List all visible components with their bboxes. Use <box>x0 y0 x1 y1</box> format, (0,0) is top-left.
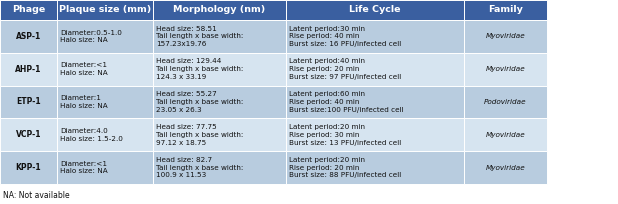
Text: NA: Not available: NA: Not available <box>3 191 70 200</box>
Text: KPP-1: KPP-1 <box>15 163 41 172</box>
Text: ETP-1: ETP-1 <box>16 98 41 106</box>
Text: Head size: 55.27
Tail length x base width:
23.05 x 26.3: Head size: 55.27 Tail length x base widt… <box>156 91 243 113</box>
Text: Head size: 129.44
Tail length x base width:
124.3 x 33.19: Head size: 129.44 Tail length x base wid… <box>156 59 243 80</box>
Text: Head size: 82.7
Tail length x base width:
100.9 x 11.53: Head size: 82.7 Tail length x base width… <box>156 157 243 178</box>
Bar <box>57 118 153 151</box>
Bar <box>464 86 547 118</box>
Bar <box>0 20 57 53</box>
Text: Life Cycle: Life Cycle <box>349 6 400 14</box>
Text: Diameter:<1
Halo size: NA: Diameter:<1 Halo size: NA <box>60 161 108 174</box>
Bar <box>153 86 286 118</box>
Bar <box>57 151 153 184</box>
Bar <box>153 151 286 184</box>
Bar <box>57 86 153 118</box>
Bar <box>286 20 464 53</box>
Bar <box>57 20 153 53</box>
Text: Plaque size (mm): Plaque size (mm) <box>59 6 151 14</box>
Bar <box>57 0 153 20</box>
Text: Myoviridae: Myoviridae <box>485 132 525 138</box>
Text: Head size: 77.75
Tail length x base width:
97.12 x 18.75: Head size: 77.75 Tail length x base widt… <box>156 124 243 145</box>
Bar <box>0 0 57 20</box>
Text: Diameter:<1
Halo size: NA: Diameter:<1 Halo size: NA <box>60 62 108 76</box>
Text: Family: Family <box>488 6 523 14</box>
Text: Phage: Phage <box>12 6 45 14</box>
Bar <box>286 118 464 151</box>
Text: AHP-1: AHP-1 <box>15 65 41 74</box>
Bar <box>464 151 547 184</box>
Bar <box>286 86 464 118</box>
Bar <box>0 86 57 118</box>
Bar <box>153 118 286 151</box>
Text: Latent period:30 min
Rise period: 40 min
Burst size: 16 PFU/infected cell: Latent period:30 min Rise period: 40 min… <box>289 26 400 47</box>
Bar <box>153 20 286 53</box>
Text: Head size: 58.51
Tail length x base width:
157.23x19.76: Head size: 58.51 Tail length x base widt… <box>156 26 243 47</box>
Bar <box>286 53 464 86</box>
Text: Latent period:40 min
Rise period: 20 min
Burst size: 97 PFU/infected cell: Latent period:40 min Rise period: 20 min… <box>289 59 400 80</box>
Bar <box>57 53 153 86</box>
Bar <box>464 118 547 151</box>
Text: Latent period:20 min
Rise period: 30 min
Burst size: 13 PFU/infected cell: Latent period:20 min Rise period: 30 min… <box>289 124 400 145</box>
Text: Diameter:1
Halo size: NA: Diameter:1 Halo size: NA <box>60 95 108 109</box>
Bar <box>0 53 57 86</box>
Bar <box>286 151 464 184</box>
Text: Latent period:60 min
Rise period: 40 min
Burst size:100 PFU/infected cell: Latent period:60 min Rise period: 40 min… <box>289 91 403 113</box>
Bar <box>153 0 286 20</box>
Text: Diameter:0.5-1.0
Halo size: NA: Diameter:0.5-1.0 Halo size: NA <box>60 30 122 43</box>
Text: Morphology (nm): Morphology (nm) <box>173 6 265 14</box>
Text: ASP-1: ASP-1 <box>16 32 41 41</box>
Text: Myoviridae: Myoviridae <box>485 66 525 72</box>
Text: Podoviridae: Podoviridae <box>484 99 527 105</box>
Bar <box>286 0 464 20</box>
Text: Diameter:4.0
Halo size: 1.5-2.0: Diameter:4.0 Halo size: 1.5-2.0 <box>60 128 123 142</box>
Bar <box>464 53 547 86</box>
Text: Myoviridae: Myoviridae <box>485 33 525 39</box>
Text: Myoviridae: Myoviridae <box>485 165 525 171</box>
Bar <box>153 53 286 86</box>
Bar <box>464 20 547 53</box>
Bar <box>464 0 547 20</box>
Text: VCP-1: VCP-1 <box>15 130 41 139</box>
Text: Latent period:20 min
Rise period: 20 min
Burst size: 88 PFU/infected cell: Latent period:20 min Rise period: 20 min… <box>289 157 400 178</box>
Bar <box>0 118 57 151</box>
Bar <box>0 151 57 184</box>
